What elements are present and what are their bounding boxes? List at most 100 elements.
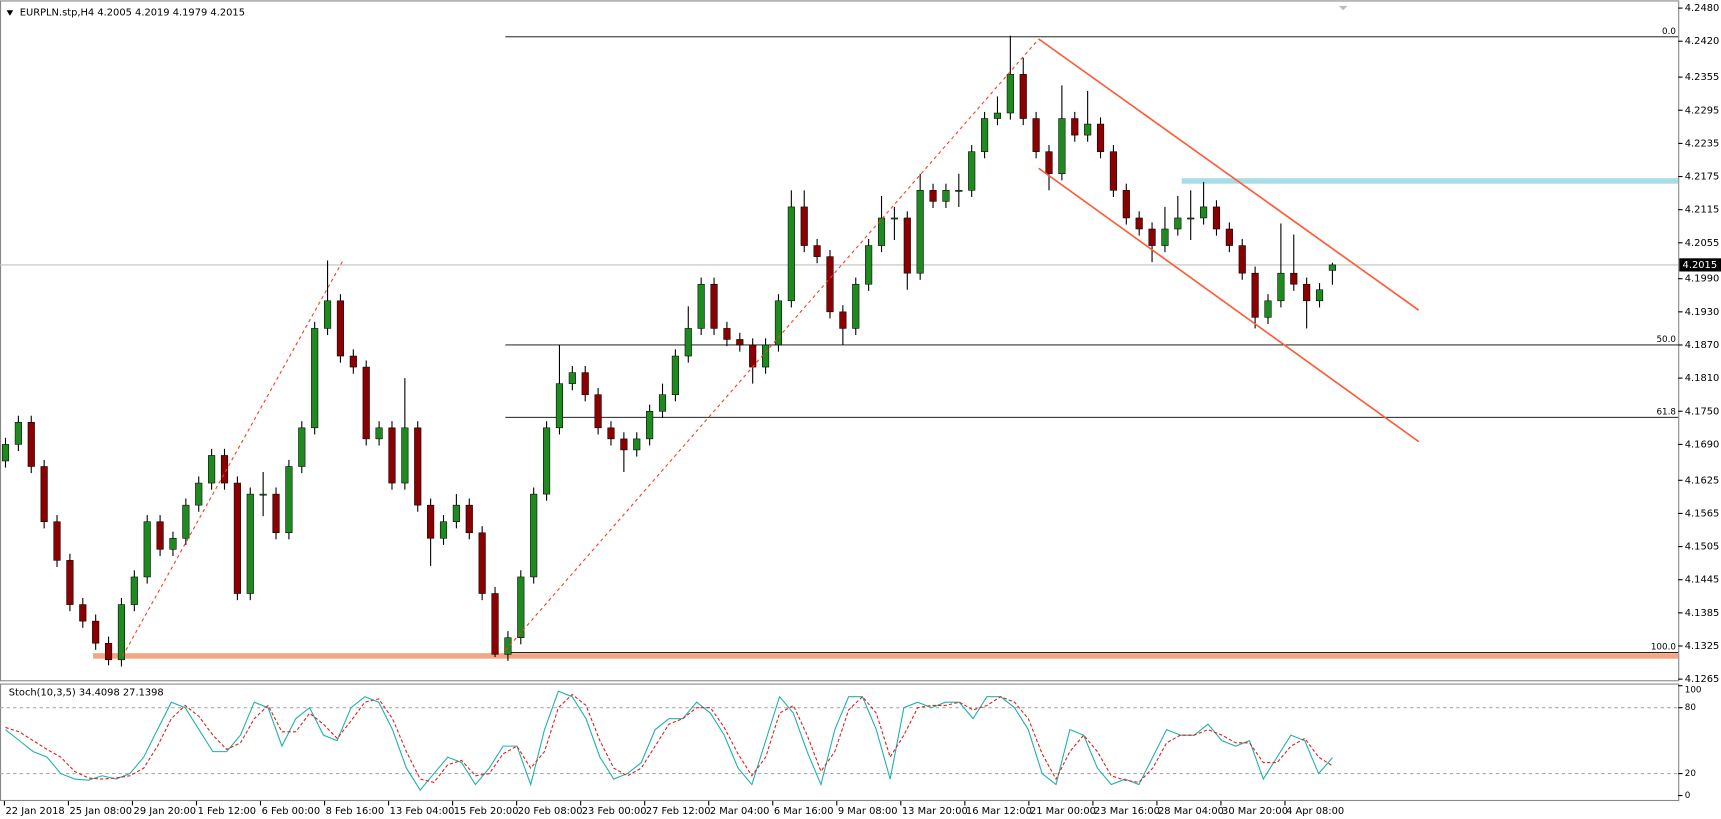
candle-body xyxy=(53,521,61,561)
x-tick-label: 2 Mar 04:00 xyxy=(710,806,770,817)
candle-body xyxy=(208,455,216,484)
candle-body xyxy=(710,283,718,329)
candle-body xyxy=(336,300,345,357)
candle-body xyxy=(646,410,654,440)
x-tick-label: 30 Mar 20:00 xyxy=(1222,806,1288,817)
x-tick-label: 6 Mar 16:00 xyxy=(774,806,834,817)
chart-title: EURPLN.stp,H4 4.2005 4.2019 4.1979 4.201… xyxy=(20,7,245,18)
candle-body xyxy=(1058,118,1066,175)
candle-body xyxy=(620,438,628,451)
candle-body xyxy=(1200,206,1208,219)
candle-body xyxy=(349,355,357,368)
candle-body xyxy=(903,217,911,274)
candle-body xyxy=(1161,228,1169,246)
candle-body xyxy=(66,560,74,605)
candle-body xyxy=(156,521,164,550)
candle-body xyxy=(658,394,667,412)
candle-body xyxy=(633,438,641,451)
candle-body xyxy=(594,394,602,429)
candle-body xyxy=(401,427,409,484)
current-price-box xyxy=(1679,258,1721,272)
indicator-title: Stoch(10,3,5) 34.4098 27.1398 xyxy=(9,687,164,698)
y-tick-label: 4.1385 xyxy=(1685,608,1720,619)
x-tick-label: 25 Jan 08:00 xyxy=(70,806,133,817)
x-tick-label: 13 Feb 04:00 xyxy=(390,806,455,817)
candle-body xyxy=(1084,123,1092,136)
candle-body xyxy=(1032,118,1040,152)
candle-body xyxy=(839,311,847,329)
candle-body xyxy=(684,328,692,357)
candle-body xyxy=(143,521,151,578)
candle-body xyxy=(1277,272,1285,302)
y-tick-label: 4.2235 xyxy=(1685,138,1720,149)
candle-body xyxy=(478,532,486,594)
candle-body xyxy=(762,344,770,368)
fib-label: 50.0 xyxy=(1656,335,1676,345)
candle-body xyxy=(1006,74,1014,114)
trend-line xyxy=(1038,167,1420,443)
candle-body xyxy=(375,427,383,440)
candle-body xyxy=(182,504,190,539)
x-tick-label: 20 Feb 08:00 xyxy=(518,806,583,817)
candle-body xyxy=(233,482,241,594)
candle-body xyxy=(826,256,834,313)
price-zone xyxy=(1181,178,1679,184)
candle-body xyxy=(130,576,138,605)
candle-body xyxy=(542,427,551,495)
candle-body xyxy=(220,455,229,484)
stoch-line xyxy=(5,693,1333,783)
candle-body xyxy=(890,217,898,220)
candle-body xyxy=(981,118,989,152)
x-tick-label: 15 Feb 20:00 xyxy=(454,806,519,817)
y-tick-label: 4.1625 xyxy=(1685,475,1720,486)
price-zone xyxy=(93,653,1679,659)
candle-body xyxy=(452,504,460,522)
candle-body xyxy=(1212,206,1221,230)
x-tick-label: 16 Mar 12:00 xyxy=(966,806,1032,817)
candle-body xyxy=(1315,289,1324,302)
x-tick-label: 13 Mar 20:00 xyxy=(902,806,968,817)
candle-body xyxy=(1096,123,1105,152)
candle-body xyxy=(465,504,473,534)
y-tick-label: 4.2420 xyxy=(1685,36,1720,47)
candle-body xyxy=(1290,272,1298,285)
candle-body xyxy=(362,366,370,440)
candle-body xyxy=(852,283,860,329)
candle-body xyxy=(517,576,525,638)
candle-body xyxy=(27,422,35,467)
x-tick-label: 4 Apr 08:00 xyxy=(1286,806,1344,817)
candle-body xyxy=(865,245,873,285)
fib-label: 61.8 xyxy=(1656,407,1676,417)
candle-body xyxy=(1328,264,1336,271)
candle-body xyxy=(14,422,22,445)
x-tick-label: 8 Feb 16:00 xyxy=(326,806,385,817)
y-tick-label: 4.1870 xyxy=(1685,340,1720,351)
candle-body xyxy=(697,283,705,329)
candle-body xyxy=(285,466,293,534)
x-tick-label: 9 Mar 08:00 xyxy=(838,806,898,817)
candle-body xyxy=(323,300,332,329)
candle-body xyxy=(581,372,589,395)
candle-body xyxy=(774,300,783,346)
candle-body xyxy=(117,604,126,661)
y-tick-label: 4.1690 xyxy=(1685,439,1720,450)
candle-body xyxy=(993,112,1002,119)
candle-body xyxy=(1019,74,1027,119)
candle-body xyxy=(1225,228,1233,246)
y-tick-label: 0 xyxy=(1685,791,1691,801)
y-tick-label: 4.1325 xyxy=(1685,641,1720,652)
menu-triangle[interactable] xyxy=(6,10,14,16)
candle-body xyxy=(929,190,937,202)
indicator-frame xyxy=(0,683,1680,802)
x-tick-label: 23 Mar 16:00 xyxy=(1094,806,1160,817)
candle-body xyxy=(736,339,744,346)
y-tick-label: 4.2055 xyxy=(1685,238,1720,249)
candle-body xyxy=(439,521,448,539)
candle-body xyxy=(388,427,396,484)
candle-body xyxy=(169,538,177,550)
y-tick-label: 80 xyxy=(1685,703,1696,713)
candle-body xyxy=(955,190,963,192)
candle-body xyxy=(1238,245,1246,274)
y-tick-label: 4.2480 xyxy=(1685,3,1720,14)
